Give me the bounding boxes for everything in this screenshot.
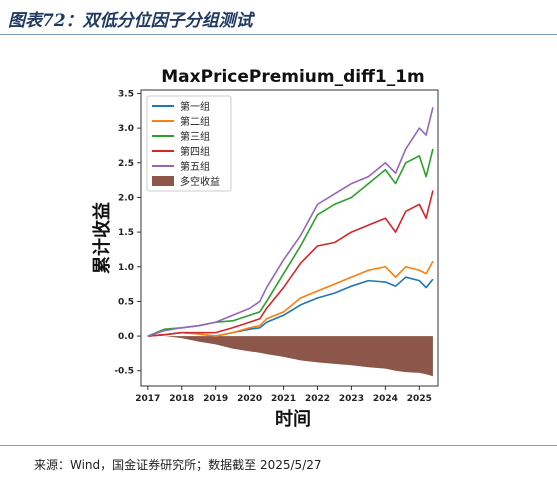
x-tick-label: 2019 [203, 394, 228, 404]
x-axis-ticks: 2017 2018 2019 2020 2021 2022 2023 2024 2025 [135, 386, 432, 404]
y-tick-label: 2.0 [118, 193, 134, 203]
chart-title: MaxPricePremium_diff1_1m [161, 67, 425, 87]
figure-title: 图表72：双低分位因子分组测试 [8, 11, 253, 31]
series-lines-layer [147, 107, 434, 337]
legend-entry-label: 第二组 [180, 115, 210, 128]
long-short-area [147, 336, 433, 377]
y-axis-ticks: 3.5 3.0 2.5 2.0 1.5 1.0 0.5 0.0 -0.5 [114, 89, 141, 377]
x-tick-label: 2023 [339, 394, 364, 404]
legend-entry-label: 第三组 [180, 130, 210, 143]
y-tick-label: 1.0 [118, 263, 134, 273]
y-tick-label: -0.5 [114, 367, 134, 377]
legend-box [146, 95, 232, 192]
cumulative-return-chart: MaxPricePremium_diff1_1m 3.5 3.0 2.5 2.0 1.5… [91, 67, 439, 430]
legend-entry-label: 第一组 [180, 100, 210, 113]
y-tick-label: 0.0 [118, 332, 134, 342]
x-tick-label: 2021 [271, 394, 296, 404]
long-short-area-layer [147, 336, 433, 377]
series-line [147, 190, 434, 337]
x-tick-label: 2017 [135, 394, 160, 404]
x-tick-label: 2020 [237, 394, 262, 404]
y-tick-label: 1.5 [118, 228, 134, 238]
y-tick-label: 3.0 [118, 124, 134, 134]
legend-entry-label: 第四组 [180, 145, 210, 158]
top-divider [0, 34, 557, 35]
x-tick-label: 2022 [305, 394, 330, 404]
x-tick-label: 2018 [169, 394, 194, 404]
x-tick-label: 2024 [373, 394, 398, 404]
x-tick-label: 2025 [407, 394, 432, 404]
legend-entry-label: 多空收益 [180, 175, 220, 188]
bottom-divider [0, 445, 557, 446]
y-tick-label: 0.5 [118, 297, 134, 307]
series-line [147, 260, 434, 337]
y-tick-label: 2.5 [118, 159, 134, 169]
x-axis-label: 时间 [275, 409, 311, 430]
series-line [147, 107, 434, 337]
y-tick-label: 3.5 [118, 89, 134, 99]
source-note: 来源：Wind，国金证券研究所；数据截至 2025/5/27 [34, 458, 322, 472]
legend-entry-label: 第五组 [180, 160, 210, 173]
legend-area-swatch [152, 176, 174, 186]
y-axis-label: 累计收益 [91, 202, 113, 274]
